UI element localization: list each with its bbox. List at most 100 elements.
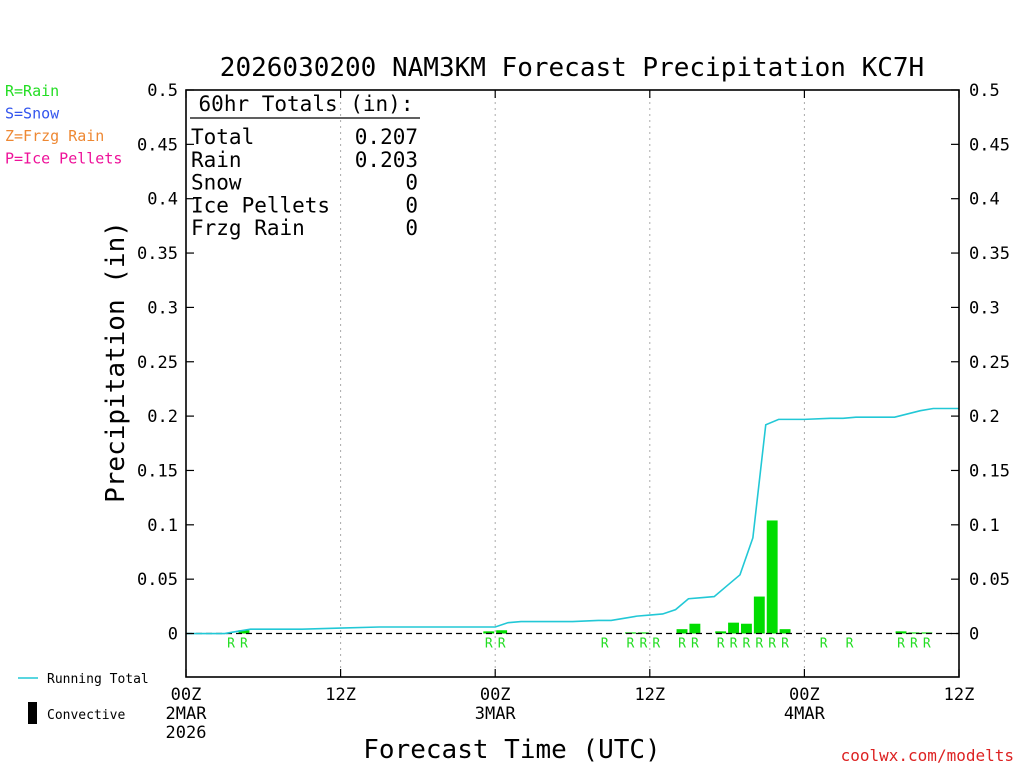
precip-type-marker: R — [730, 637, 738, 652]
totals-heading: 60hr Totals (in): — [199, 92, 414, 116]
precip-type-marker: R — [910, 637, 918, 652]
precip-type-marker: R — [768, 637, 776, 652]
y-tick-label-right: 0.15 — [969, 461, 1010, 481]
totals-row-value: 0 — [405, 193, 418, 217]
y-tick-label-right: 0 — [969, 625, 979, 645]
precip-bar — [637, 632, 649, 634]
y-tick-label-right: 0.4 — [969, 190, 1000, 210]
x-tick-date: 4MAR — [784, 704, 826, 724]
y-tick-label-left: 0.5 — [147, 81, 178, 101]
plot-frame — [185, 89, 960, 678]
precip-bar — [740, 623, 752, 634]
y-tick-label-left: 0.15 — [137, 461, 178, 481]
series-legend: Running Total Convective — [18, 672, 149, 724]
precip-bar — [766, 520, 778, 634]
running-total-line — [186, 407, 959, 635]
y-tick-label-right: 0.1 — [969, 516, 1000, 536]
totals-box: 60hr Totals (in): Total 0.207 Rain 0.203 Sno… — [190, 92, 420, 240]
y-tick-label-left: 0.35 — [137, 244, 178, 264]
precip-type-marker: R — [691, 637, 699, 652]
x-tick-date: 2MAR — [166, 704, 208, 724]
precip-type-marker: R — [717, 637, 725, 652]
convective-legend-swatch — [28, 702, 37, 724]
precip-type-marker: R — [627, 637, 635, 652]
precip-bar — [715, 631, 727, 634]
precip-bar — [728, 622, 739, 634]
precip-type-legend-item: Z=Frzg Rain — [5, 127, 104, 145]
totals-row-label: Frzg Rain — [191, 216, 305, 240]
precip-type-legend: R=Rain S=Snow Z=Frzg Rain P=Ice Pellets — [5, 82, 122, 168]
precip-type-marker: R — [601, 637, 609, 652]
precip-bar — [496, 630, 508, 634]
y-tick-label-right: 0.3 — [969, 298, 1000, 318]
totals-row-label: Snow — [191, 171, 242, 195]
x-tick-label: 00Z — [480, 685, 511, 705]
precip-type-marker: R — [923, 637, 931, 652]
totals-row-value: 0 — [405, 171, 418, 195]
precip-type-marker: R — [846, 637, 854, 652]
precip-type-legend-item: S=Snow — [5, 105, 60, 123]
chart-title: 2026030200 NAM3KM Forecast Precipitation… — [220, 53, 924, 83]
x-tick-label: 12Z — [325, 685, 356, 705]
precip-type-marker: R — [498, 637, 506, 652]
y-axis-label: Precipitation (in) — [101, 221, 131, 503]
y-tick-label-right: 0.2 — [969, 407, 1000, 427]
precip-bar — [779, 629, 791, 634]
x-tick-year: 2026 — [166, 723, 207, 743]
precip-type-legend-item: R=Rain — [5, 82, 59, 100]
precip-type-marker: R — [652, 637, 660, 652]
x-tick-label: 12Z — [634, 685, 665, 705]
series-legend-label: Running Total — [47, 672, 149, 687]
y-tick-label-left: 0.25 — [137, 353, 178, 373]
y-tick-label-left: 0.2 — [147, 407, 178, 427]
credit-link[interactable]: coolwx.com/modelts — [841, 746, 1014, 765]
precip-bar — [908, 632, 920, 634]
precip-type-marker: R — [755, 637, 763, 652]
totals-row-label: Ice Pellets — [191, 193, 330, 217]
precip-type-legend-item: P=Ice Pellets — [5, 150, 122, 168]
precip-type-marker: R — [240, 637, 248, 652]
precip-bar — [238, 630, 250, 634]
precip-bar — [689, 623, 701, 634]
totals-row-value: 0.207 — [355, 125, 418, 149]
precip-type-marker: R — [820, 637, 828, 652]
precip-type-marker: R — [227, 637, 235, 652]
precip-bar — [753, 596, 765, 634]
totals-row-label: Rain — [191, 148, 242, 172]
y-tick-label-left: 0.1 — [147, 516, 178, 536]
y-tick-label-left: 0.05 — [137, 570, 178, 590]
totals-rows: Total 0.207 Rain 0.203 Snow 0 Ice Pellets 0 Frzg… — [191, 125, 418, 240]
y-tick-label-right: 0.25 — [969, 353, 1010, 373]
precip-type-marker: R — [485, 637, 493, 652]
totals-row-value: 0.203 — [355, 148, 418, 172]
y-tick-label-left: 0.4 — [147, 190, 178, 210]
totals-row-label: Total — [191, 125, 254, 149]
x-axis-label: Forecast Time (UTC) — [363, 735, 660, 765]
precip-bar — [483, 631, 495, 634]
x-tick-label: 12Z — [944, 685, 975, 705]
y-tick-label-right: 0.5 — [969, 81, 1000, 101]
totals-row-value: 0 — [405, 216, 418, 240]
precip-type-marker: R — [897, 637, 905, 652]
precip-bar — [895, 631, 907, 634]
precip-type-marker: R — [678, 637, 686, 652]
grid-lines — [340, 90, 805, 677]
y-tick-label-right: 0.35 — [969, 244, 1010, 264]
axis-ticks: 0 00.05 0.050.1 0.10.15 0.150.2 0.20.25 0.250.… — [137, 81, 1010, 743]
precip-bar — [676, 629, 688, 634]
x-tick-label: 00Z — [789, 685, 820, 705]
y-tick-label-right: 0.05 — [969, 570, 1010, 590]
y-tick-label-left: 0.45 — [137, 135, 178, 155]
x-tick-date: 3MAR — [475, 704, 517, 724]
precip-type-marker: R — [639, 637, 647, 652]
y-tick-label-left: 0 — [168, 625, 178, 645]
series-legend-label: Convective — [47, 708, 125, 723]
y-tick-label-right: 0.45 — [969, 135, 1010, 155]
precip-bars — [238, 520, 933, 634]
x-tick-label: 00Z — [171, 685, 202, 705]
precip-type-marker: R — [781, 637, 789, 652]
y-tick-label-left: 0.3 — [147, 298, 178, 318]
precip-type-marker: R — [743, 637, 751, 652]
